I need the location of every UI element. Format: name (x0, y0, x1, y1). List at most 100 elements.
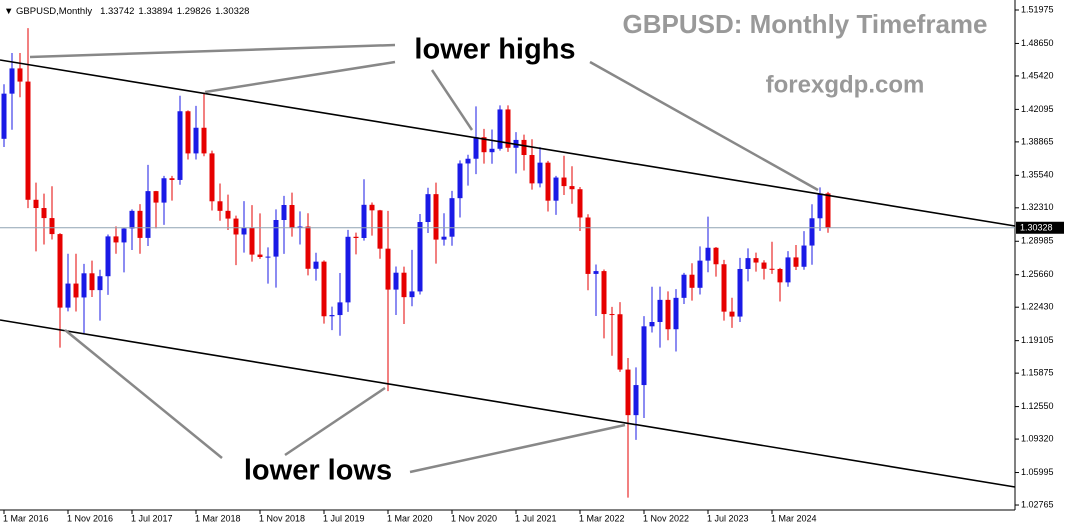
candle-body (113, 236, 119, 243)
y-tick-label: 1.19105 (1021, 335, 1054, 345)
y-tick-label: 1.22430 (1021, 302, 1054, 312)
candle-body (313, 261, 319, 269)
pointer-line (589, 60, 819, 192)
candle-body (233, 218, 239, 235)
pointer-line (430, 69, 474, 131)
candle-body (705, 247, 711, 261)
x-tick-label: 1 Nov 2018 (259, 513, 305, 523)
candle-body (153, 191, 159, 203)
candle-body (137, 210, 143, 238)
y-tick-label: 1.12550 (1021, 401, 1054, 411)
candle-body (825, 193, 831, 228)
x-tick-label: 1 Jul 2023 (707, 513, 749, 523)
candle-body (753, 258, 759, 263)
candle-body (625, 369, 631, 416)
candle-body (729, 311, 735, 317)
candle-body (761, 262, 767, 269)
candle-body (601, 271, 607, 315)
candle-body (105, 236, 111, 277)
candle-body (497, 109, 503, 149)
header: ▼ GBPUSD,Monthly 1.33742 1.33894 1.29826 1.3… (4, 6, 249, 17)
candle-body (345, 236, 351, 303)
candle-body (537, 162, 543, 184)
candle-body (305, 226, 311, 269)
candle-body (417, 222, 423, 292)
candle-body (633, 385, 639, 416)
candle-body (817, 193, 823, 219)
y-tick-label: 1.51975 (1021, 4, 1054, 14)
candle-body (41, 208, 47, 219)
candle-body (553, 177, 559, 201)
candle-body (273, 219, 279, 257)
candle-body (9, 68, 15, 94)
candle-body (145, 191, 151, 238)
candle-body (89, 273, 95, 291)
x-tick-label: 1 Nov 2016 (67, 513, 113, 523)
candle-body (353, 236, 359, 238)
x-tick-label: 1 Mar 2016 (3, 513, 49, 523)
y-tick-label: 1.25660 (1021, 269, 1054, 279)
y-tick-label: 1.42095 (1021, 104, 1054, 114)
candle-body (441, 236, 447, 240)
y-tick-label: 1.28985 (1021, 236, 1054, 246)
candle-body (585, 217, 591, 274)
candle-body (745, 258, 751, 269)
symbol: GBPUSD,Monthly (16, 6, 92, 17)
candle-body (593, 271, 599, 274)
y-tick-label: 1.32310 (1021, 202, 1054, 212)
candle-body (169, 178, 175, 180)
y-tick-label: 1.15875 (1021, 368, 1054, 378)
candle-body (185, 111, 191, 154)
header-open: 1.33742 (100, 6, 134, 17)
candle-body (577, 189, 583, 218)
candle-body (425, 194, 431, 223)
annotation: lower highs (414, 34, 575, 66)
candle-body (377, 210, 383, 249)
x-tick-label: 1 Mar 2020 (387, 513, 433, 523)
candle-body (713, 247, 719, 265)
candle-body (777, 268, 783, 283)
candle-body (369, 204, 375, 211)
candle-body (481, 137, 487, 153)
candle-body (33, 199, 39, 209)
candle-body (409, 291, 415, 298)
pointer-line (64, 329, 223, 459)
annotation: lower lows (244, 455, 392, 487)
y-tick-label: 1.05995 (1021, 467, 1054, 477)
candle-body (545, 162, 551, 201)
y-tick-label: 1.02765 (1021, 499, 1054, 509)
current-price-box (1016, 221, 1064, 234)
candle-body (473, 137, 479, 159)
x-tick-label: 1 Jul 2017 (131, 513, 173, 523)
candle-body (641, 326, 647, 386)
candle-body (657, 299, 663, 322)
candle-body (785, 257, 791, 283)
candle-body (529, 155, 535, 184)
candle-body (673, 297, 679, 330)
pointer-line (29, 43, 396, 59)
candle-body (521, 139, 527, 156)
x-tick-label: 1 Jul 2019 (323, 513, 365, 523)
candle-body (561, 177, 567, 187)
x-tick-label: 1 Mar 2018 (195, 513, 241, 523)
header-low: 1.29826 (177, 6, 211, 17)
candle-body (81, 273, 87, 298)
candle-body (737, 268, 743, 317)
candle-body (465, 158, 471, 164)
pointer-line (284, 386, 386, 457)
candle-body (25, 81, 31, 200)
chart-title: GBPUSD: Monthly Timeframe (622, 9, 987, 39)
candle-body (177, 111, 183, 180)
x-tick-label: 1 Mar 2024 (771, 513, 817, 523)
candle-body (289, 205, 295, 228)
candle-body (329, 315, 335, 317)
candle-body (649, 321, 655, 327)
candle-body (393, 272, 399, 290)
header-high: 1.33894 (138, 6, 172, 17)
candle-body (257, 254, 263, 258)
candle-body (721, 264, 727, 312)
candle-body (57, 234, 63, 308)
candle-body (449, 198, 455, 237)
